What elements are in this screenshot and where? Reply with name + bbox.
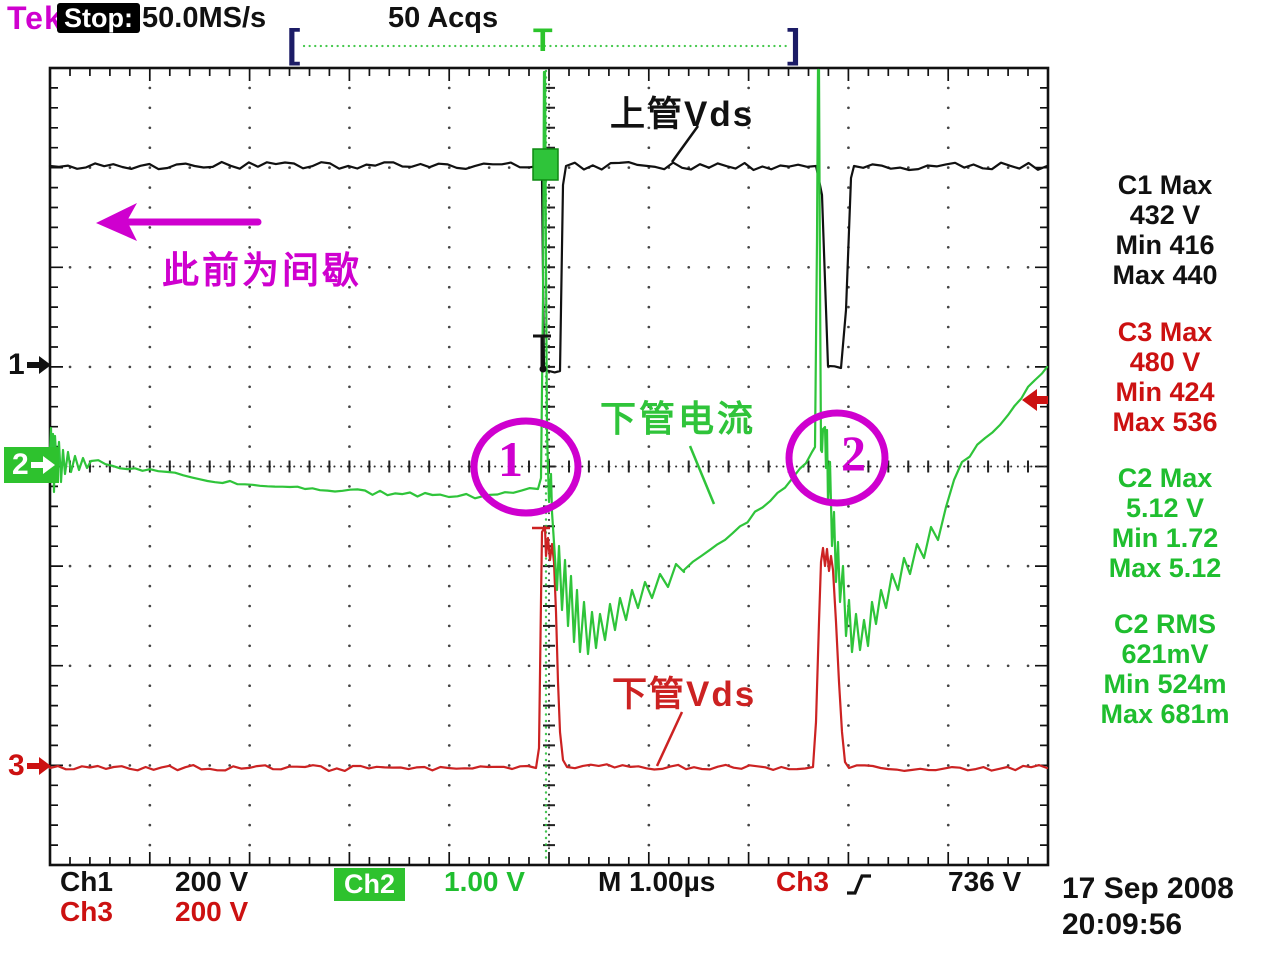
measurement-line: C1 Max — [1117, 170, 1213, 200]
measurement-line: Max 536 — [1112, 407, 1218, 437]
measurement-line: Max 681m — [1100, 699, 1230, 729]
ch3-label: Ch3 — [60, 896, 113, 927]
right-arrow-icon — [26, 757, 51, 775]
channel-2-marker-label: 2 — [12, 448, 29, 481]
ch2-scale: 1.00 V — [444, 866, 525, 897]
channel-3-marker: 3 — [8, 751, 51, 781]
acquisition-status: Stop: — [57, 3, 140, 33]
measurement-c1: C1 Max 432 V Min 416 Max 440 — [1052, 170, 1278, 290]
measurement-line: 432 V — [1129, 200, 1201, 230]
ch1-label: Ch1 — [60, 866, 113, 897]
measurement-c2: C2 Max 5.12 V Min 1.72 Max 5.12 — [1052, 463, 1278, 583]
channel-1-marker: 1 — [8, 350, 51, 380]
sample-rate: 50.0MS/s — [142, 2, 267, 34]
date-readout: 17 Sep 2008 — [1062, 872, 1234, 905]
right-arrow-icon — [26, 356, 51, 374]
measurement-line: Max 5.12 — [1108, 553, 1222, 583]
measurement-c2-rms: C2 RMS 621mV Min 524m Max 681m — [1052, 609, 1278, 729]
trigger-level-t-marker — [533, 334, 551, 368]
trace-ch1 — [48, 160, 1049, 374]
channel-1-marker-label: 1 — [8, 348, 25, 381]
lower-vds-label: 下管Vds — [612, 675, 757, 714]
trigger-window-bracket-left: [ — [287, 22, 301, 66]
callout-1-label: 1 — [498, 431, 523, 487]
ch2-label: Ch2 — [334, 868, 406, 901]
callout-1-circle — [470, 417, 582, 517]
channel-2-marker: 2 — [4, 447, 59, 483]
lower-current-label: 下管电流 — [600, 398, 757, 439]
red-left-arrow-icon — [1022, 389, 1048, 411]
measurement-line: Min 524m — [1103, 669, 1227, 699]
measurement-line: 621mV — [1121, 639, 1209, 669]
measurement-line: C2 Max — [1117, 463, 1213, 493]
trigger-window-bracket-right: ] — [787, 22, 801, 66]
channel-3-marker-label: 3 — [8, 749, 25, 782]
measurement-line: C3 Max — [1117, 317, 1213, 347]
lower-vds-pointer — [655, 711, 684, 767]
measurement-line: 5.12 V — [1125, 493, 1205, 523]
upper-vds-label: 上管Vds — [610, 95, 755, 134]
lower-current-pointer — [688, 445, 716, 505]
trace-ch2 — [48, 68, 1049, 656]
time-readout: 20:09:56 — [1062, 908, 1183, 941]
trigger-level: 736 V — [948, 866, 1022, 897]
measurement-line: C2 RMS — [1113, 609, 1216, 639]
ch3-scale: 200 V — [175, 896, 249, 927]
measurement-c3: C3 Max 480 V Min 424 Max 536 — [1052, 317, 1278, 437]
trigger-slope-icon — [847, 874, 871, 895]
measurement-line: Min 416 — [1115, 230, 1215, 260]
callout-2-circle — [785, 409, 889, 507]
intermittent-note: 此前为间歇 — [162, 250, 362, 291]
trigger-level-t-marker-dot — [539, 365, 547, 373]
trigger-point-marker — [532, 148, 559, 181]
upper-vds-pointer — [670, 125, 700, 163]
measurement-line: 480 V — [1129, 347, 1201, 377]
trigger-source: Ch3 — [776, 866, 829, 897]
tek-brand: Tek — [7, 0, 63, 36]
measurement-line: Min 1.72 — [1111, 523, 1219, 553]
measurement-line: Min 424 — [1115, 377, 1215, 407]
right-arrow-icon — [30, 456, 55, 474]
timebase: M 1.00µs — [598, 866, 716, 897]
trigger-position-marker: T — [533, 22, 553, 58]
trace-ch3 — [48, 525, 1049, 773]
acquisition-count: 50 Acqs — [388, 2, 499, 34]
ch1-scale: 200 V — [175, 866, 249, 897]
measurement-line: Max 440 — [1112, 260, 1218, 290]
callout-2-label: 2 — [841, 425, 866, 481]
left-arrow-icon-head — [96, 203, 137, 241]
